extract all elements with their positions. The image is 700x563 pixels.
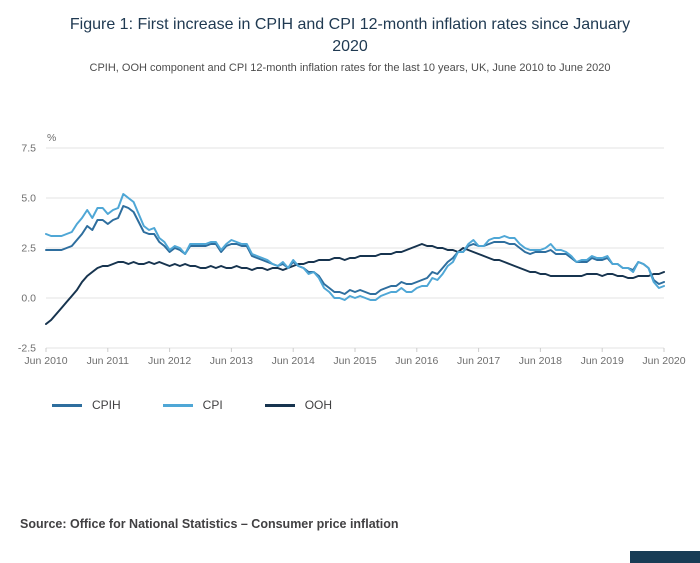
legend-item-ooh[interactable]: OOH (264, 398, 333, 413)
x-tick-label: Jun 2012 (148, 355, 191, 367)
chart-subtitle: CPIH, OOH component and CPI 12-month inf… (89, 62, 611, 75)
legend-swatch-cpih (52, 403, 82, 407)
legend-label: CPI (202, 398, 223, 413)
legend-swatch-ooh (264, 403, 295, 407)
source-text: Source: Office for National Statistics –… (20, 516, 399, 531)
x-tick-label: Jun 2016 (395, 355, 438, 367)
y-tick-label: 5.0 (21, 193, 36, 205)
series-line-cpih (45, 205, 665, 296)
legend-label: CPIH (92, 398, 121, 413)
y-axis-unit-label: % (47, 132, 56, 144)
legend-label: OOH (304, 398, 333, 413)
x-tick-label: Jun 2013 (210, 355, 253, 367)
x-tick-label: Jun 2014 (272, 355, 315, 367)
inflation-line-chart: -2.5 0.0 2.5 5.0 7.5% Jun 2010 Jun 2011 Jun 201… (18, 132, 686, 367)
x-tick-label: Jun 2019 (581, 355, 624, 367)
y-tick-label: -2.5 (18, 343, 36, 355)
footer-accent-bar (630, 551, 700, 563)
y-tick-label: 7.5 (21, 143, 36, 155)
chart-title: Figure 1: First increase in CPIH and CPI… (69, 16, 631, 55)
legend-item-cpi[interactable]: CPI (162, 398, 223, 413)
x-tick-label: Jun 2011 (87, 355, 130, 367)
legend-item-cpih[interactable]: CPIH (52, 398, 121, 412)
x-tick-label: Jun 2010 (24, 355, 67, 367)
chart-legend: CPIH CPI OOH (52, 398, 700, 412)
x-tick-label: Jun 2017 (457, 355, 500, 367)
x-tick-label: Jun 2018 (519, 355, 562, 367)
y-tick-label: 2.5 (21, 243, 36, 255)
x-tick-label: Jun 2015 (333, 355, 376, 367)
y-tick-label: 0.0 (21, 293, 36, 305)
series-line-cpi (45, 193, 665, 302)
chart-area: -2.5 0.0 2.5 5.0 7.5% Jun 2010 Jun 2011 Jun 201… (0, 130, 700, 370)
legend-swatch-cpi (162, 403, 193, 407)
x-tick-label: Jun 2020 (642, 355, 685, 367)
series-line-ooh (45, 243, 665, 326)
